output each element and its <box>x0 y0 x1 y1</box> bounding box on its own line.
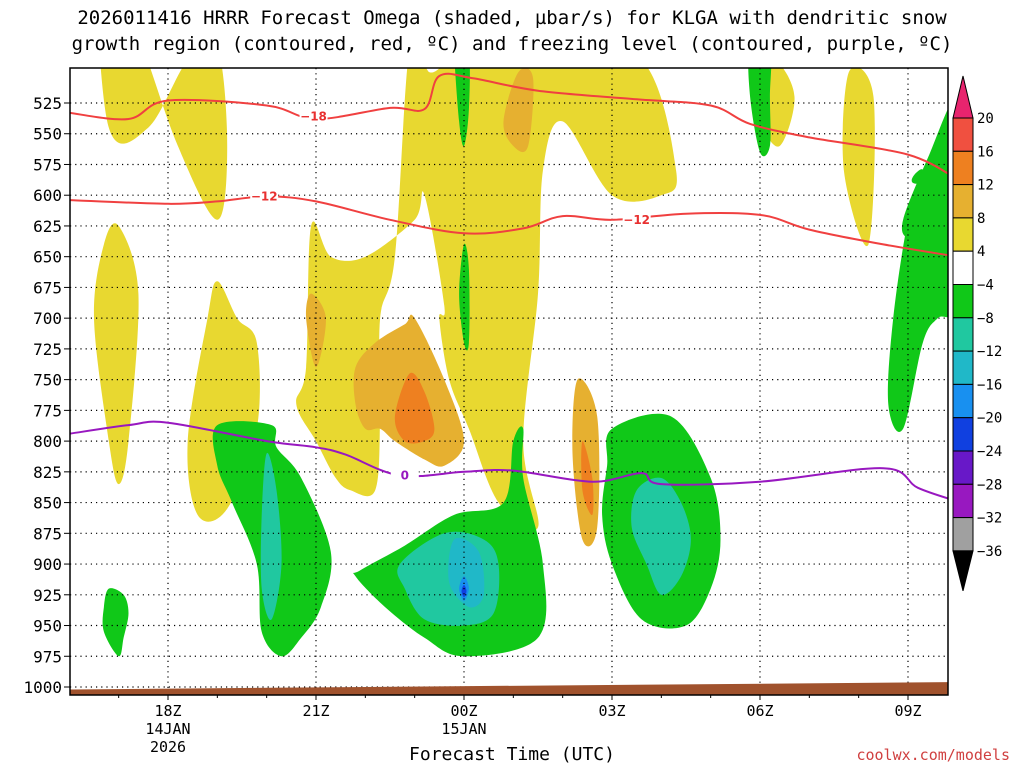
omega-region-pos13 <box>581 440 594 516</box>
y-tick-label: 1000 <box>23 678 62 697</box>
credit-text: coolwx.com/models <box>856 746 1010 764</box>
contour-label-minus18: −18 <box>300 110 327 124</box>
colorbar-segment <box>952 450 974 485</box>
x-tick-label: 09Z <box>894 702 921 720</box>
omega-region-neg12 <box>631 477 691 596</box>
colorbar-label: −36 <box>977 544 1002 560</box>
y-tick-label: 625 <box>33 217 62 236</box>
y-tick-label: 750 <box>33 371 62 390</box>
y-tick-label: 600 <box>33 186 62 205</box>
colorbar-label: −4 <box>977 278 994 294</box>
colorbar-segment <box>952 417 974 452</box>
omega-region-neg1 <box>454 68 470 147</box>
colorbar-segment <box>952 150 974 186</box>
y-tick-label: 675 <box>33 278 62 297</box>
colorbar-label: −16 <box>977 377 1002 393</box>
colorbar-segment <box>952 250 974 285</box>
omega-region-neg10 <box>260 452 282 621</box>
omega-region-pos12 <box>394 372 435 444</box>
colorbar-label: 8 <box>977 211 985 227</box>
chart-title-line1: 2026011416 HRRR Forecast Omega (shaded, … <box>77 7 947 29</box>
colorbar-segment <box>952 383 974 419</box>
contour-label-freezing-0-bg <box>390 467 419 483</box>
contour-label-minus12-b: −12 <box>623 213 650 227</box>
freezing-level-contour <box>70 420 948 500</box>
y-tick-label: 775 <box>33 401 62 420</box>
colorbar-segment <box>952 317 974 352</box>
x-tick-sublabel-date: 14JAN <box>145 720 190 738</box>
colorbar-label: −8 <box>977 311 994 327</box>
x-tick-label: 03Z <box>598 702 625 720</box>
colorbar-label: −12 <box>977 344 1002 360</box>
contour-label-freezing-0: 0 <box>401 469 409 483</box>
dgz-contour-minus18 <box>70 72 948 175</box>
contour-label-minus12-a-bg <box>250 188 279 204</box>
colorbar-segment <box>952 284 974 319</box>
omega-region-pos6 <box>842 68 875 247</box>
x-tick-label: 21Z <box>302 702 329 720</box>
colorbar-label: −24 <box>977 444 1002 460</box>
omega-region-neg15 <box>461 585 467 598</box>
omega-region-neg13 <box>448 537 485 608</box>
omega-region-pos3 <box>93 223 139 485</box>
y-tick-label: 700 <box>33 309 62 328</box>
colorbar-label: 16 <box>977 144 994 160</box>
x-tick-sublabel-year: 2026 <box>150 738 186 756</box>
y-tick-label: 850 <box>33 494 62 513</box>
chart-title-line2: growth region (contoured, red, ºC) and f… <box>71 33 953 55</box>
colorbar-label: 12 <box>977 178 994 194</box>
y-tick-label: 550 <box>33 125 62 144</box>
colorbar-segment <box>952 217 974 252</box>
omega-region-neg9 <box>102 588 129 657</box>
colorbar-label: −28 <box>977 477 1002 493</box>
y-tick-label: 950 <box>33 617 62 636</box>
omega-region-pos11 <box>305 293 326 368</box>
x-tick-label: 06Z <box>746 702 773 720</box>
colorbar-label: −32 <box>977 511 1002 527</box>
plot-layer: −18 −12 −12 0 <box>70 68 948 695</box>
y-tick-label: 925 <box>33 586 62 605</box>
colorbar-segment <box>952 483 974 519</box>
colorbar-top-arrow <box>952 75 974 119</box>
dgz-contour-minus12 <box>70 195 948 257</box>
omega-region-pos1 <box>100 68 228 220</box>
x-tick-label: 18Z <box>154 702 181 720</box>
contour-label-minus18-bg <box>299 108 328 124</box>
colorbar-label: −20 <box>977 411 1002 427</box>
colorbar-bottom-arrow <box>952 550 974 592</box>
omega-region-neg3 <box>748 68 772 157</box>
omega-region-neg5 <box>901 108 948 240</box>
colorbar-segment <box>952 350 974 385</box>
x-tick-label: 00Z <box>450 702 477 720</box>
omega-region-neg4 <box>887 169 948 432</box>
y-tick-label: 825 <box>33 463 62 482</box>
contour-label-minus12-a: −12 <box>251 189 278 203</box>
colorbar: 20 16 12 8 4 −4 −8 −12 −16 −20 −24 −28 −32 −36 <box>952 75 1002 592</box>
terrain-surface <box>70 682 948 695</box>
x-axis-title: Forecast Time (UTC) <box>409 744 615 765</box>
y-tick-label: 525 <box>33 94 62 113</box>
plot-frame <box>69 67 949 696</box>
y-tick-label: 725 <box>33 340 62 359</box>
y-tick-label: 800 <box>33 432 62 451</box>
omega-region-pos4 <box>296 68 677 530</box>
colorbar-segment <box>952 517 974 552</box>
colorbar-segment <box>952 184 974 219</box>
y-tick-label: 650 <box>33 248 62 267</box>
y-tick-label: 875 <box>33 524 62 543</box>
y-tick-label: 975 <box>33 647 62 666</box>
y-tick-label: 900 <box>33 555 62 574</box>
y-tick-label: 575 <box>33 155 62 174</box>
x-tick-sublabel-date: 15JAN <box>441 720 486 738</box>
colorbar-label: 4 <box>977 244 985 260</box>
colorbar-label: 20 <box>977 111 994 127</box>
colorbar-segment <box>952 117 974 152</box>
contour-label-minus12-b-bg <box>622 211 651 227</box>
